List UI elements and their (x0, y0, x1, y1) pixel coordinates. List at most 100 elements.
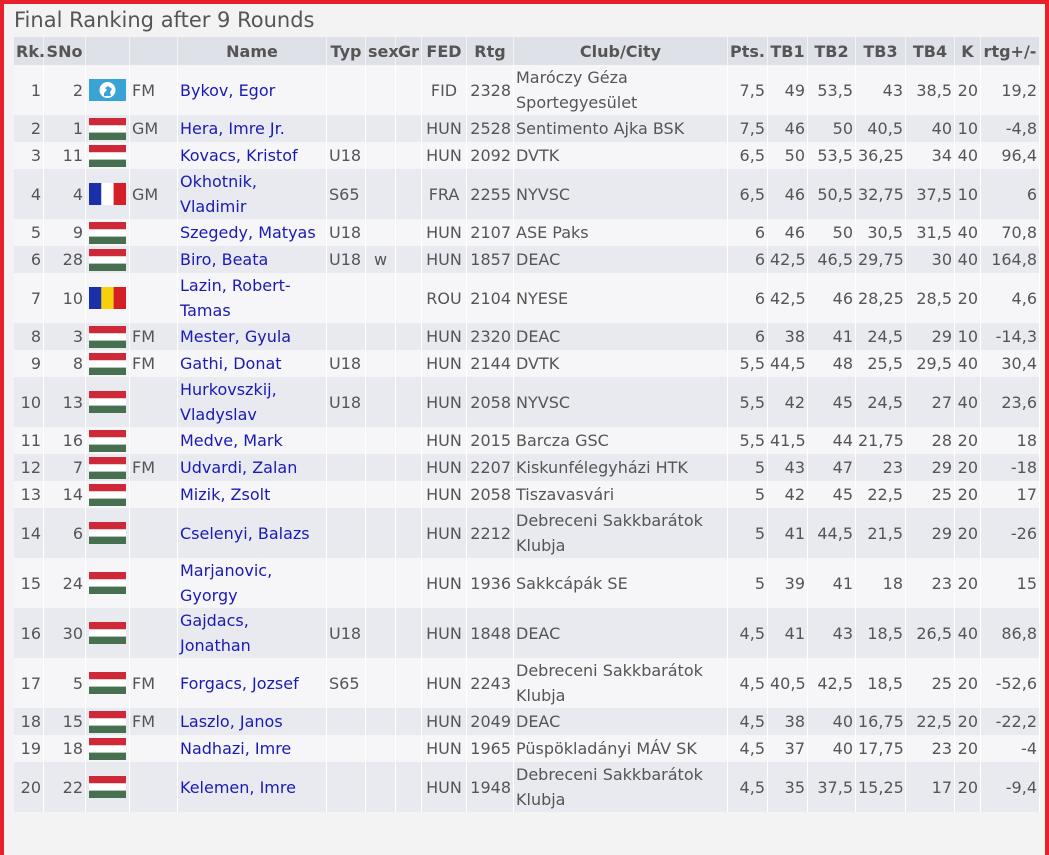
rating-cell: 2328 (467, 65, 514, 115)
club-cell: NYVSC (514, 377, 728, 427)
club-cell: DVTK (514, 142, 728, 169)
flag-fra-icon (89, 183, 126, 205)
points-cell: 7,5 (728, 65, 768, 115)
player-link[interactable]: Marjanovic, Gyorgy (180, 561, 273, 605)
tb1-cell: 42 (768, 481, 808, 508)
rank-cell: 10 (14, 377, 44, 427)
rating-change-cell: 18 (981, 427, 1040, 454)
player-link[interactable]: Kovacs, Kristof (180, 146, 298, 165)
title-cell: GM (130, 169, 178, 219)
rating-change-cell: 17 (981, 481, 1040, 508)
start-no-cell: 14 (44, 481, 86, 508)
player-link[interactable]: Hera, Imre Jr. (180, 119, 285, 138)
tb2-cell: 43 (808, 608, 856, 658)
k-factor-cell: 20 (955, 481, 981, 508)
header-rank: Rk. (14, 37, 45, 65)
type-cell (327, 558, 366, 608)
player-link[interactable]: Hurkovszkij, Vladyslav (180, 380, 277, 424)
name-cell: Okhotnik, Vladimir (178, 169, 327, 219)
start-no-cell: 3 (44, 323, 86, 350)
rating-cell: 2015 (467, 427, 514, 454)
flag-hun-icon (89, 352, 126, 375)
name-cell: Udvardi, Zalan (178, 454, 327, 481)
start-no-cell: 7 (44, 454, 86, 481)
group-cell (396, 708, 422, 735)
flag-rou-icon (89, 287, 126, 309)
rating-change-cell: -14,3 (981, 323, 1040, 350)
rating-change-cell: -52,6 (981, 658, 1040, 708)
points-cell: 4,5 (728, 708, 768, 735)
type-cell (327, 508, 366, 558)
player-link[interactable]: Medve, Mark (180, 431, 283, 450)
player-link[interactable]: Szegedy, Matyas (180, 223, 316, 242)
points-cell: 5 (728, 558, 768, 608)
player-link[interactable]: Forgacs, Jozsef (180, 673, 299, 693)
rank-cell: 14 (14, 508, 44, 558)
sex-cell (366, 65, 396, 115)
title-cell (130, 481, 178, 508)
points-cell: 6 (728, 246, 768, 273)
name-cell: Laszlo, Janos (178, 708, 327, 735)
federation-cell: HUN (422, 350, 467, 377)
tb1-cell: 46 (768, 115, 808, 142)
federation-cell: HUN (422, 246, 467, 273)
start-no-cell: 13 (44, 377, 86, 427)
title-cell (130, 142, 178, 169)
player-link[interactable]: Cselenyi, Balazs (180, 523, 310, 543)
title-cell (130, 735, 178, 762)
type-cell: S65 (327, 658, 366, 708)
player-link[interactable]: Udvardi, Zalan (180, 458, 298, 477)
federation-cell: HUN (422, 323, 467, 350)
sex-cell (366, 454, 396, 481)
rating-cell: 2528 (467, 115, 514, 142)
player-link[interactable]: Mester, Gyula (180, 327, 292, 346)
sex-cell (366, 762, 396, 812)
tb4-cell: 27 (906, 377, 955, 427)
player-link[interactable]: Okhotnik, Vladimir (180, 172, 257, 216)
flag-cell (86, 454, 130, 481)
title-cell (130, 377, 178, 427)
club-cell: Sakkcápák SE (514, 558, 728, 608)
player-link[interactable]: Bykov, Egor (180, 80, 276, 100)
title-cell (130, 219, 178, 246)
rank-cell: 6 (14, 246, 44, 273)
tb3-cell: 32,75 (856, 169, 906, 219)
tb1-cell: 49 (768, 65, 808, 115)
flag-fide-icon (89, 79, 126, 101)
player-link[interactable]: Mizik, Zsolt (180, 485, 271, 504)
club-cell: NYESE (514, 273, 728, 323)
tb1-cell: 38 (768, 323, 808, 350)
federation-cell: HUN (422, 708, 467, 735)
points-cell: 5 (728, 454, 768, 481)
tb4-cell: 22,5 (906, 708, 955, 735)
player-link[interactable]: Biro, Beata (180, 250, 269, 269)
start-no-cell: 15 (44, 708, 86, 735)
federation-cell: HUN (422, 608, 467, 658)
k-factor-cell: 20 (955, 558, 981, 608)
tb4-cell: 25 (906, 481, 955, 508)
player-link[interactable]: Gajdacs, Jonathan (180, 611, 251, 655)
player-link[interactable]: Gathi, Donat (180, 354, 282, 373)
group-cell (396, 115, 422, 142)
header-club: Club/City (514, 37, 728, 65)
rating-cell: 2144 (467, 350, 514, 377)
header-tb2: TB2 (808, 37, 856, 65)
title-cell (130, 558, 178, 608)
flag-cell (86, 481, 130, 508)
club-cell: Debreceni Sakkbarátok Klubja (514, 658, 728, 708)
player-link[interactable]: Lazin, Robert-Tamas (180, 276, 291, 320)
club-cell: DEAC (514, 708, 728, 735)
sex-cell (366, 558, 396, 608)
tb4-cell: 38,5 (906, 65, 955, 115)
tb2-cell: 41 (808, 323, 856, 350)
header-sex: sex (366, 37, 399, 65)
name-cell: Biro, Beata (178, 246, 327, 273)
player-link[interactable]: Nadhazi, Imre (180, 739, 292, 758)
player-link[interactable]: Laszlo, Janos (180, 712, 283, 731)
tb4-cell: 29 (906, 508, 955, 558)
player-link[interactable]: Kelemen, Imre (180, 777, 296, 797)
group-cell (396, 427, 422, 454)
title-cell (130, 427, 178, 454)
points-cell: 6,5 (728, 142, 768, 169)
tb2-cell: 48 (808, 350, 856, 377)
